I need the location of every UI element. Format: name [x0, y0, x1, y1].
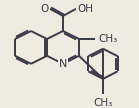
Text: O: O: [41, 4, 49, 14]
Text: N: N: [59, 59, 67, 69]
Text: CH₃: CH₃: [93, 98, 113, 108]
Text: CH₃: CH₃: [98, 34, 117, 44]
Text: OH: OH: [77, 4, 93, 14]
